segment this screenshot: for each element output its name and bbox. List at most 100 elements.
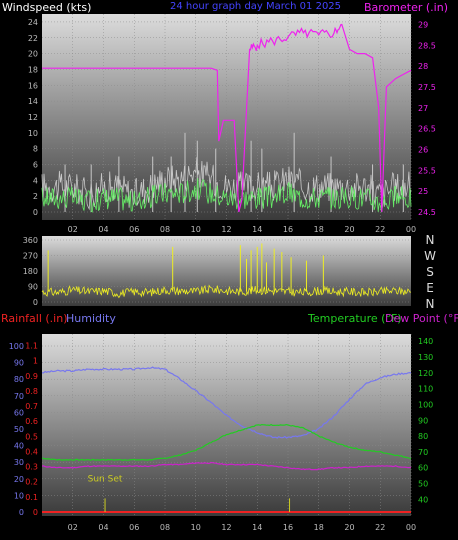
graph-date-title: 24 hour graph day March 01 2025 [170,1,341,12]
rainfall-y-tick-label: 0.6 [25,417,38,426]
rainfall-axis-title: Rainfall (.in) [1,312,68,325]
compass-label: N [426,297,435,311]
lower-x-tick-label: 04 [98,523,108,532]
wind-y-tick-label: 20 [28,50,38,59]
lower-x-tick-label: 06 [129,523,139,532]
barometer-y-tick-label: 27.5 [418,83,436,92]
wind-x-tick-label: 10 [191,225,201,234]
temperature-y-tick-label: 40 [418,495,428,504]
wind-x-tick-label: 14 [252,225,262,234]
humidity-axis-title: Humidity [66,312,116,325]
lower-x-tick-label: 08 [160,523,170,532]
sun-set-annotation: Sun Set [88,475,123,485]
rainfall-y-tick-label: 1 [33,357,38,366]
barometer-y-tick-label: 25.5 [418,166,436,175]
dewpoint-axis-title: Dew Point (°F) [385,312,458,325]
barometer-axis-title: Barometer (.in) [364,1,448,14]
lower-x-tick-label: 10 [191,523,201,532]
humidity-y-tick-label: 90 [14,359,24,368]
humidity-y-tick-label: 50 [14,425,24,434]
wind-x-tick-label: 18 [314,225,324,234]
humidity-y-tick-label: 80 [14,375,24,384]
temperature-y-tick-label: 110 [418,385,433,394]
barometer-y-tick-label: 26.5 [418,125,436,134]
compass-label: N [426,233,435,247]
direction-y-tick-label: 0 [33,298,38,307]
temperature-axis-title: Temperature (°F) [307,312,402,325]
wind-x-tick-label: 12 [221,225,231,234]
barometer-y-tick-label: 29 [418,20,428,29]
direction-y-tick-label: 90 [28,283,38,292]
humidity-y-tick-label: 20 [14,475,24,484]
rainfall-y-tick-label: 0.8 [25,387,38,396]
humidity-y-tick-label: 70 [14,392,24,401]
wind-y-tick-label: 16 [28,81,38,90]
wind-y-tick-label: 22 [28,34,38,43]
direction-y-tick-label: 180 [23,267,38,276]
lower-x-tick-label: 16 [283,523,293,532]
wind-y-tick-label: 0 [33,208,38,217]
barometer-y-tick-label: 28 [418,62,428,71]
rainfall-y-tick-label: 1.1 [25,342,38,351]
wind-y-tick-label: 2 [33,192,38,201]
humidity-y-tick-label: 40 [14,442,24,451]
barometer-y-tick-label: 24.5 [418,208,436,217]
lower-x-tick-label: 00 [406,523,416,532]
lower-x-tick-label: 18 [314,523,324,532]
temperature-series-line [41,423,412,461]
barometer-y-tick-label: 26 [418,145,428,154]
temperature-y-tick-label: 120 [418,369,433,378]
direction-y-tick-label: 360 [23,236,38,245]
wind-x-tick-label: 02 [68,225,78,234]
compass-label: S [426,265,434,279]
temperature-y-tick-label: 50 [418,480,428,489]
humidity-y-tick-label: 100 [9,342,24,351]
rainfall-y-tick-label: 0.7 [25,402,38,411]
wind-x-tick-label: 04 [98,225,108,234]
rainfall-y-tick-label: 0.1 [25,493,38,502]
humidity-y-tick-label: 0 [19,508,24,517]
rainfall-y-tick-label: 0.2 [25,478,38,487]
rainfall-y-tick-label: 0.9 [25,372,38,381]
wind-y-tick-label: 4 [33,176,38,185]
rainfall-y-tick-label: 0.3 [25,463,38,472]
wind-x-tick-label: 20 [344,225,354,234]
humidity-y-tick-label: 30 [14,458,24,467]
rainfall-y-tick-label: 0 [33,508,38,517]
humidity-y-tick-label: 10 [14,491,24,500]
lower-x-tick-label: 14 [252,523,262,532]
compass-label: W [424,249,436,263]
wind-y-tick-label: 6 [33,160,38,169]
lower-x-tick-label: 22 [375,523,385,532]
temperature-y-tick-label: 130 [418,353,433,362]
wind-gust-series-line [41,178,412,213]
temperature-y-tick-label: 100 [418,400,433,409]
direction-y-tick-label: 270 [23,252,38,261]
wind-direction-series-line [41,284,412,299]
compass-label: E [426,281,434,295]
barometer-series-line [42,23,412,213]
wind-x-tick-label: 16 [283,225,293,234]
wind-y-tick-label: 18 [28,65,38,74]
wind-y-tick-label: 8 [33,145,38,154]
temperature-y-tick-label: 90 [418,416,428,425]
barometer-y-tick-label: 28.5 [418,41,436,50]
wind-x-tick-label: 22 [375,225,385,234]
rainfall-y-tick-label: 0.5 [25,432,38,441]
wind-x-tick-label: 06 [129,225,139,234]
wind-y-tick-label: 10 [28,129,38,138]
wind-y-tick-label: 14 [28,97,38,106]
wind-x-tick-label: 08 [160,225,170,234]
temperature-y-tick-label: 70 [418,448,428,457]
barometer-y-tick-label: 25 [418,187,428,196]
wind-y-tick-label: 24 [28,18,38,27]
temperature-y-tick-label: 140 [418,337,433,346]
temperature-y-tick-label: 80 [418,432,428,441]
lower-x-tick-label: 12 [221,523,231,532]
temperature-y-tick-label: 60 [418,464,428,473]
dewpoint-series-line [41,461,412,471]
windspeed-axis-title: Windspeed (kts) [2,1,91,14]
lower-x-tick-label: 02 [68,523,78,532]
